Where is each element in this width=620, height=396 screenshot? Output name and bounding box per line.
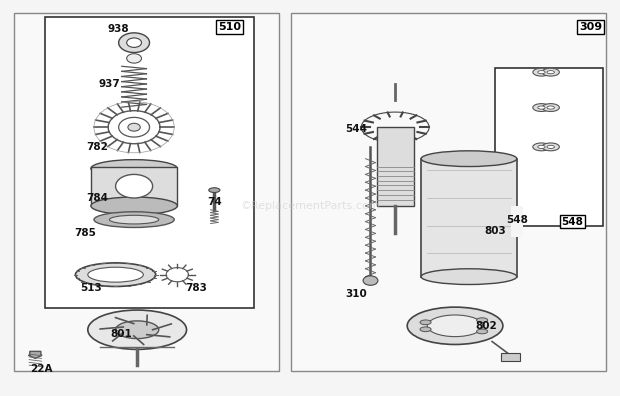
Ellipse shape (88, 310, 187, 349)
Circle shape (126, 38, 141, 48)
Text: 803: 803 (484, 227, 506, 236)
Ellipse shape (91, 160, 177, 177)
Text: 938: 938 (108, 24, 130, 34)
Text: 802: 802 (475, 321, 497, 331)
Text: 784: 784 (86, 193, 108, 203)
Ellipse shape (547, 70, 554, 74)
Ellipse shape (88, 267, 143, 282)
Ellipse shape (115, 321, 159, 339)
Ellipse shape (91, 197, 177, 215)
Text: ©ReplacementParts.com: ©ReplacementParts.com (240, 201, 380, 211)
Circle shape (118, 117, 149, 137)
Ellipse shape (533, 68, 550, 76)
Bar (421, 159, 516, 277)
Circle shape (115, 174, 153, 198)
Ellipse shape (538, 145, 545, 148)
Text: 22A: 22A (30, 364, 53, 374)
Text: 785: 785 (74, 228, 95, 238)
Ellipse shape (421, 151, 516, 167)
Ellipse shape (533, 104, 550, 112)
Bar (377, 127, 414, 206)
Ellipse shape (420, 327, 431, 331)
Text: 782: 782 (86, 142, 108, 152)
Ellipse shape (477, 329, 488, 334)
Bar (14, 13, 279, 371)
Circle shape (363, 276, 378, 285)
Bar (45, 17, 254, 308)
Text: 309: 309 (579, 22, 603, 32)
Ellipse shape (427, 315, 483, 337)
Text: 513: 513 (80, 284, 102, 293)
Text: 310: 310 (345, 289, 367, 299)
Bar (91, 167, 177, 206)
Ellipse shape (533, 143, 550, 151)
Ellipse shape (421, 269, 516, 284)
Ellipse shape (542, 143, 559, 151)
Ellipse shape (542, 104, 559, 112)
Text: 510: 510 (218, 22, 241, 32)
Ellipse shape (547, 145, 554, 148)
Circle shape (126, 54, 141, 63)
Ellipse shape (76, 263, 156, 286)
Ellipse shape (538, 70, 545, 74)
Ellipse shape (547, 106, 554, 109)
Bar (291, 13, 606, 371)
Ellipse shape (542, 68, 559, 76)
Bar (502, 352, 520, 361)
Text: 74: 74 (207, 197, 222, 207)
FancyArrow shape (29, 351, 42, 358)
Text: 801: 801 (111, 329, 133, 339)
Ellipse shape (209, 188, 220, 192)
Ellipse shape (477, 318, 488, 322)
Ellipse shape (420, 320, 431, 325)
Ellipse shape (109, 215, 159, 224)
Text: 548: 548 (561, 217, 583, 227)
Bar (511, 206, 523, 237)
Ellipse shape (94, 212, 174, 227)
Text: 548: 548 (506, 215, 528, 225)
Text: 783: 783 (185, 284, 206, 293)
Circle shape (118, 33, 149, 53)
Circle shape (128, 123, 140, 131)
Text: 937: 937 (99, 79, 120, 89)
Bar (495, 68, 603, 226)
Ellipse shape (538, 106, 545, 109)
Ellipse shape (407, 307, 503, 345)
Text: 544: 544 (345, 124, 367, 134)
